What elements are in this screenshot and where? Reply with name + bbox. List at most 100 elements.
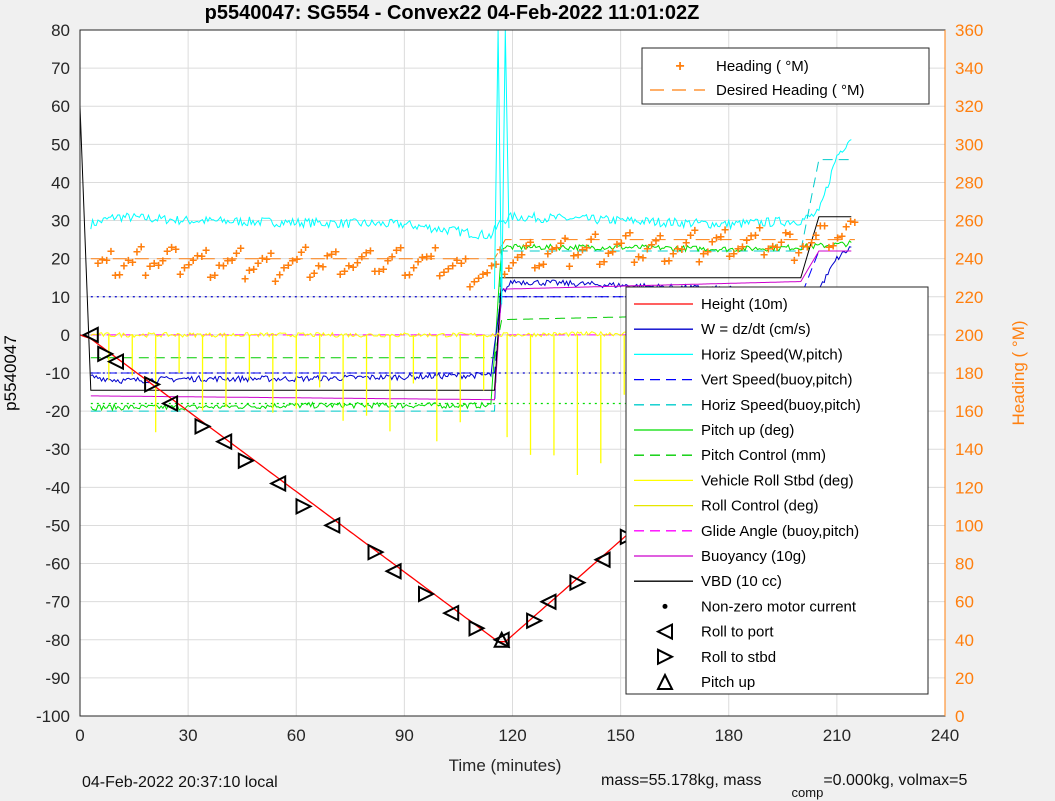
heading-point: + xyxy=(401,267,409,283)
x-tick-label: 0 xyxy=(75,726,84,745)
y-tick-label-left: -70 xyxy=(45,593,70,612)
legend-heading: + Heading ( °M) Desired Heading ( °M) xyxy=(641,47,930,105)
y-tick-label-right: 60 xyxy=(955,593,974,612)
x-tick-label: 240 xyxy=(931,726,959,745)
heading-point: + xyxy=(245,262,253,278)
roll-to-port-marker xyxy=(323,516,341,535)
footer-comp-sub: comp xyxy=(791,785,824,800)
heading-point: + xyxy=(846,213,854,229)
heading-point: + xyxy=(626,224,634,240)
roll-to-port-marker xyxy=(214,432,233,451)
heading-point: + xyxy=(821,217,829,233)
heading-point: + xyxy=(475,270,483,286)
roll-to-stbd-marker xyxy=(367,543,385,561)
heading-point: + xyxy=(678,241,686,257)
heading-point: + xyxy=(228,252,236,268)
y-tick-label-right: 120 xyxy=(955,478,983,497)
heading-point: + xyxy=(699,245,707,261)
series-desired-heading xyxy=(90,239,855,260)
legend-entry-label: Glide Angle (buoy,pitch) xyxy=(701,523,859,540)
heading-point: + xyxy=(686,227,694,243)
heading-point: + xyxy=(622,228,630,244)
x-tick-label: 30 xyxy=(179,726,198,745)
heading-point: + xyxy=(163,243,171,259)
heading-point: + xyxy=(756,220,764,236)
heading-point: + xyxy=(453,252,461,268)
heading-point: + xyxy=(457,255,465,271)
y-tick-label-right: 300 xyxy=(955,135,983,154)
heading-point: + xyxy=(548,241,556,257)
heading-point: + xyxy=(643,241,651,257)
legend-symbol-triangle xyxy=(657,648,675,666)
heading-point: + xyxy=(284,257,292,273)
y-tick-label-left: -100 xyxy=(36,707,70,726)
heading-point: + xyxy=(258,250,266,266)
legend-entry-label: Horiz Speed(W,pitch) xyxy=(701,346,843,363)
roll-to-port-marker xyxy=(268,474,287,493)
series-pitch-up xyxy=(90,240,852,412)
legend-entry-label: Non-zero motor current xyxy=(701,598,857,615)
heading-point: + xyxy=(764,241,772,257)
heading-point: + xyxy=(206,269,214,285)
heading-point: + xyxy=(669,245,677,261)
heading-point: + xyxy=(98,251,106,267)
x-tick-label: 60 xyxy=(287,726,306,745)
heading-point: + xyxy=(111,267,119,283)
heading-point: + xyxy=(717,228,725,244)
heading-point: + xyxy=(639,249,647,265)
heading-point: + xyxy=(829,237,837,253)
heading-point: + xyxy=(760,246,768,262)
heading-point: + xyxy=(561,230,569,246)
heading-point: + xyxy=(94,255,102,271)
heading-point: + xyxy=(444,261,452,277)
roll-to-stbd-marker xyxy=(526,612,544,630)
y-axis-label-right: Heading ( °M) xyxy=(1009,320,1028,425)
heading-point: + xyxy=(725,248,733,264)
heading-point: + xyxy=(302,239,310,255)
heading-point: + xyxy=(803,239,811,255)
y-tick-label-left: -50 xyxy=(45,516,70,535)
heading-point: + xyxy=(842,218,850,234)
heading-point: + xyxy=(137,239,145,255)
legend-entry-label: VBD (10 cc) xyxy=(701,573,782,590)
x-tick-label: 120 xyxy=(498,726,526,745)
heading-point: + xyxy=(652,232,660,248)
heading-point: + xyxy=(851,214,859,230)
heading-point: + xyxy=(388,248,396,264)
y-tick-label-right: 180 xyxy=(955,364,983,383)
heading-point: + xyxy=(782,225,790,241)
heading-point: + xyxy=(310,265,318,281)
y-tick-label-right: 80 xyxy=(955,555,974,574)
x-tick-label: 90 xyxy=(395,726,414,745)
pitch-up-marker xyxy=(493,630,511,648)
heading-point: + xyxy=(180,260,188,276)
heading-point: + xyxy=(777,234,785,250)
heading-point: + xyxy=(154,257,162,273)
heading-point: + xyxy=(345,257,353,273)
series-horiz-speed-buoy-pitch xyxy=(90,159,852,412)
y-tick-label-right: 360 xyxy=(955,21,983,40)
heading-point: + xyxy=(358,249,366,265)
heading-point: + xyxy=(414,253,422,269)
legend-entry-label: Roll to port xyxy=(701,624,774,641)
heading-point: + xyxy=(587,231,595,247)
heading-point: + xyxy=(133,243,141,259)
heading-point: + xyxy=(185,256,193,272)
y-tick-label-left: -10 xyxy=(45,364,70,383)
heading-point: + xyxy=(189,252,197,268)
heading-point: + xyxy=(513,249,521,265)
y-tick-label-left: -30 xyxy=(45,440,70,459)
heading-point: + xyxy=(271,273,279,289)
y-tick-label-left: 10 xyxy=(51,288,70,307)
roll-to-port-marker xyxy=(441,604,460,622)
heading-point: + xyxy=(812,227,820,243)
heading-point: + xyxy=(488,258,496,274)
legend-symbol-triangle xyxy=(656,672,674,690)
roll-to-stbd-marker xyxy=(569,573,587,592)
y-tick-label-right: 220 xyxy=(955,288,983,307)
heading-point: + xyxy=(630,254,638,270)
heading-point: + xyxy=(665,252,673,268)
heading-point: + xyxy=(159,252,167,268)
heading-point: + xyxy=(743,232,751,248)
